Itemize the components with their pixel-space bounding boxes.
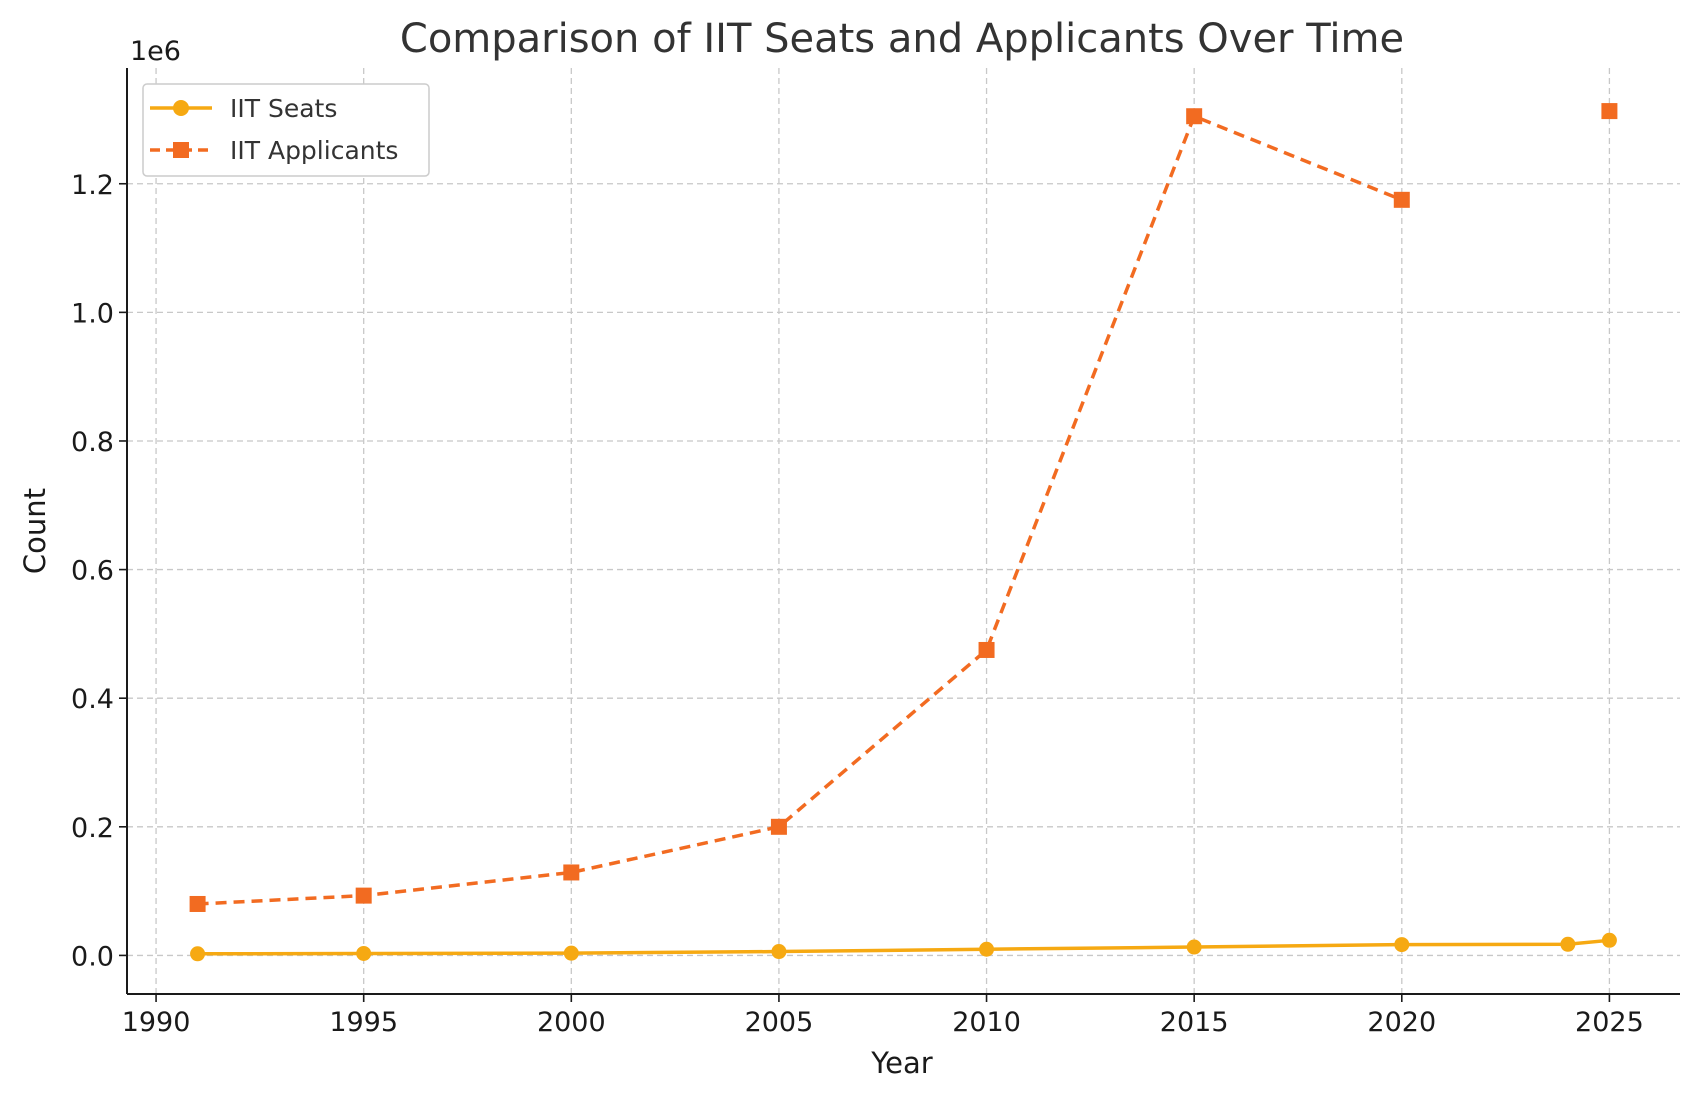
x-tick-label: 2025 (1575, 1007, 1644, 1038)
x-tick-label: 2005 (745, 1007, 814, 1038)
legend-marker-iit-applicants (173, 142, 189, 158)
y-tick-label: 0.4 (71, 684, 114, 715)
y-offset-label: 1e6 (130, 36, 181, 67)
data-point-iit-seats (979, 941, 995, 957)
y-tick-label: 0.8 (71, 427, 114, 458)
legend-box (142, 83, 430, 177)
x-tick-label: 1995 (329, 1007, 398, 1038)
data-point-iit-applicants (770, 818, 787, 835)
grid-layer (127, 68, 1680, 994)
data-point-iit-seats (1601, 932, 1617, 948)
data-point-iit-applicants (1601, 103, 1618, 120)
data-point-iit-applicants (1393, 191, 1410, 208)
y-tick-label: 0.2 (71, 813, 114, 844)
chart-title: Comparison of IIT Seats and Applicants O… (400, 16, 1404, 62)
axes-layer (126, 68, 1680, 995)
data-point-iit-applicants (189, 895, 206, 912)
series-layer (189, 103, 1618, 962)
y-tick-label: 1.0 (71, 298, 114, 329)
data-point-iit-seats (1186, 939, 1202, 955)
data-point-iit-seats (356, 945, 372, 961)
data-point-iit-seats (190, 946, 206, 962)
x-axis-label: Year (870, 1046, 932, 1080)
data-point-iit-seats (1394, 937, 1410, 953)
data-point-iit-applicants (355, 887, 372, 904)
data-point-iit-applicants (978, 641, 995, 658)
legend-label-iit-applicants: IIT Applicants (230, 136, 398, 165)
data-point-iit-applicants (563, 864, 580, 881)
x-tick-label: 1990 (122, 1007, 191, 1038)
x-tick-label: 2020 (1367, 1007, 1436, 1038)
data-point-iit-applicants (1186, 108, 1203, 125)
x-tick-label: 2010 (952, 1007, 1021, 1038)
y-tick-label: 0.0 (71, 941, 114, 972)
y-tick-label: 1.2 (71, 170, 114, 201)
legend-marker-iit-seats (173, 100, 189, 116)
legend: IIT Seats IIT Applicants (142, 83, 430, 177)
data-point-iit-seats (1560, 936, 1576, 952)
data-point-iit-seats (563, 945, 579, 961)
y-axis-label: Count (18, 488, 52, 574)
tick-layer: 1990 1995 2000 2005 2010 2015 2020 2025 0.0 0.2 0.… (71, 170, 1644, 1038)
data-point-iit-seats (771, 944, 787, 960)
legend-label-iit-seats: IIT Seats (230, 94, 337, 123)
x-tick-label: 2000 (537, 1007, 606, 1038)
x-tick-label: 2015 (1160, 1007, 1229, 1038)
y-tick-label: 0.6 (71, 556, 114, 587)
